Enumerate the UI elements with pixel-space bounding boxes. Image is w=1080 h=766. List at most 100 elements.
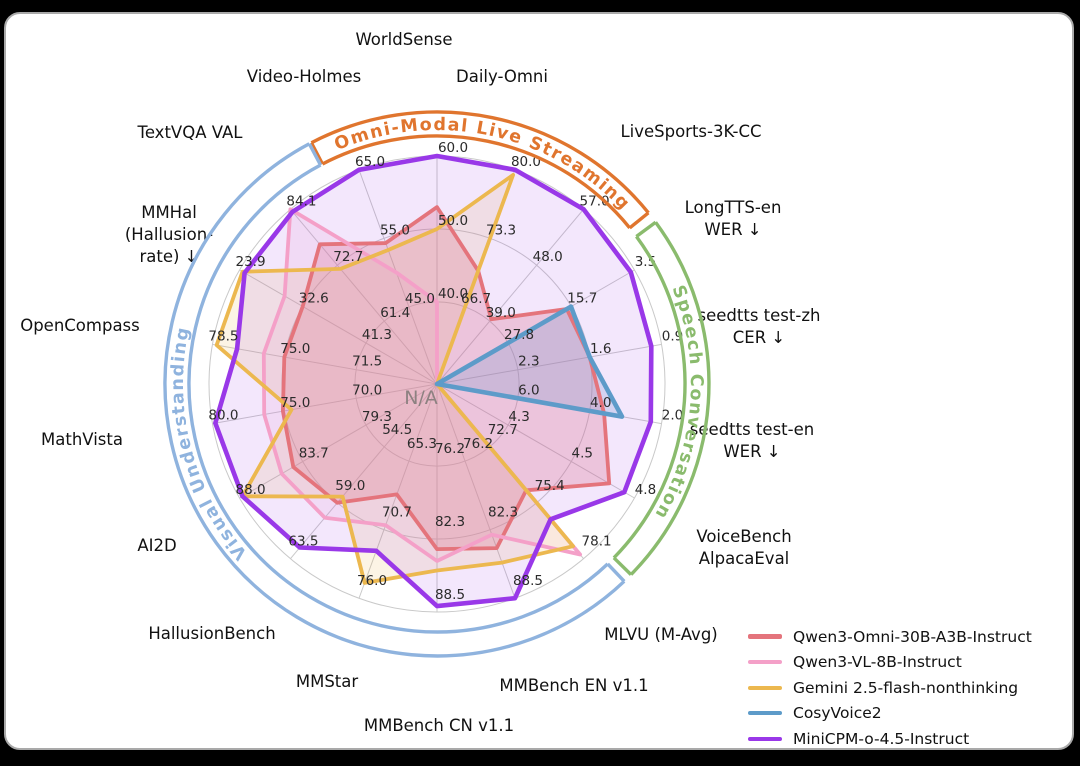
axis-label-seedtts test-zh CER ↓: seedtts test-zh CER ↓	[698, 306, 821, 347]
axis-label-VoiceBench AlpacaEval: VoiceBench AlpacaEval	[696, 527, 791, 568]
legend-item: Qwen3-Omni-30B-A3B-Instruct	[748, 626, 1032, 647]
tick-label: 63.5	[288, 534, 318, 550]
axis-label-MMBench EN v1.1: MMBench EN v1.1	[499, 676, 648, 695]
sector-arc-Visual Understanding	[163, 142, 626, 658]
axis-label-MLVU (M-Avg): MLVU (M-Avg)	[604, 625, 718, 644]
axis-spoke	[212, 383, 438, 425]
axis-label-Daily-Omni: Daily-Omni	[456, 67, 548, 86]
tick-label: 76.2	[463, 436, 493, 452]
tick-label: 59.0	[335, 478, 365, 494]
tick-label: 71.5	[352, 354, 382, 370]
tick-label: 84.1	[286, 193, 316, 209]
tick-label: 83.7	[299, 446, 329, 462]
tick-label: 75.0	[280, 341, 310, 357]
axis-spoke	[436, 343, 662, 385]
axis-label-HallusionBench: HallusionBench	[148, 624, 275, 643]
axis-label-MathVista: MathVista	[41, 430, 123, 449]
legend-label: Qwen3-Omni-30B-A3B-Instruct	[793, 627, 1032, 646]
tick-label: 82.3	[435, 514, 465, 530]
sector-arc-cap	[635, 220, 657, 238]
legend-swatch	[748, 634, 782, 639]
tick-label: 76.2	[435, 441, 465, 457]
sector-arc-cap	[628, 211, 650, 230]
tick-label: 88.0	[236, 482, 266, 498]
tick-label: 88.5	[435, 587, 465, 603]
sector-arc-cap	[307, 143, 323, 166]
axis-spoke	[239, 269, 438, 385]
sector-arc-Speech Conversation	[629, 221, 711, 576]
series-line-CosyVoice2	[434, 304, 625, 419]
tick-label: 80.0	[511, 154, 541, 170]
axis-spoke	[436, 209, 584, 385]
tick-label: 75.0	[280, 395, 310, 411]
legend-swatch	[748, 660, 782, 665]
tick-label: 61.4	[380, 305, 410, 321]
sector-arc-cap	[606, 562, 626, 583]
tick-label: 27.8	[504, 327, 534, 343]
tick-label: 66.7	[461, 291, 491, 307]
axis-label-OpenCompass: OpenCompass	[20, 316, 140, 335]
axis-spoke	[290, 209, 438, 385]
tick-label: 50.0	[438, 213, 468, 229]
tick-label: 4.3	[508, 409, 529, 425]
tick-label: 65.0	[355, 154, 385, 170]
tick-label: 78.1	[582, 534, 612, 550]
series-fill-CosyVoice2	[437, 306, 622, 417]
axis-label-MMStar: MMStar	[296, 672, 359, 691]
axis-label-AI2D: AI2D	[137, 536, 176, 555]
sector-arc-Omni-Modal Live Streaming	[310, 110, 650, 214]
axis-spoke	[436, 383, 635, 499]
axis-label-TextVQA VAL: TextVQA VAL	[137, 123, 244, 142]
tick-label: 4.0	[590, 395, 611, 411]
tick-label: 78.5	[208, 328, 238, 344]
series-fill-Qwen3-VL-8B-Instruct	[263, 209, 581, 562]
axis-spoke	[358, 383, 438, 599]
tick-label: 75.4	[535, 478, 565, 494]
tick-label: 70.7	[382, 505, 412, 521]
tick-label: 88.5	[513, 573, 543, 589]
legend-label: Qwen3-VL-8B-Instruct	[793, 653, 962, 672]
tick-label: 39.0	[486, 305, 516, 321]
tick-label: 4.5	[572, 446, 593, 462]
tick-label: 48.0	[533, 249, 563, 265]
tick-label: 40.0	[438, 286, 468, 302]
tick-label: 2.0	[662, 408, 683, 424]
tick-label: 32.6	[299, 290, 329, 306]
tick-label: 60.0	[438, 140, 468, 156]
legend-swatch	[748, 711, 782, 716]
tick-label: 54.5	[382, 422, 412, 438]
tick-label: 79.3	[362, 409, 392, 425]
tick-label: 76.0	[357, 573, 387, 589]
axis-label-WorldSense: WorldSense	[355, 30, 452, 49]
legend-item: CosyVoice2	[748, 703, 1032, 724]
legend-label: Gemini 2.5-flash-nonthinking	[793, 678, 1019, 697]
center-na-label: N/A	[404, 387, 438, 409]
tick-label: 72.7	[333, 249, 363, 265]
tick-label: 55.0	[380, 222, 410, 238]
tick-label: 6.0	[518, 382, 539, 398]
tick-label: 70.0	[352, 382, 382, 398]
axis-label-MMBench CN v1.1: MMBench CN v1.1	[364, 716, 514, 735]
tick-label: 82.3	[488, 505, 518, 521]
sector-arc-Visual Understanding	[187, 163, 609, 634]
legend-label: CosyVoice2	[793, 704, 882, 723]
tick-label: 2.3	[518, 354, 539, 370]
series-fill-Gemini 2.5-flash-nonthinking	[216, 174, 574, 583]
legend-item: Gemini 2.5-flash-nonthinking	[748, 677, 1032, 698]
tick-label: 45.0	[405, 291, 435, 307]
axis-spoke	[290, 383, 438, 559]
tick-label: 41.3	[362, 327, 392, 343]
tick-label: 73.3	[486, 222, 516, 238]
axis-spoke	[212, 343, 438, 385]
series-line-Gemini 2.5-flash-nonthinking	[214, 173, 575, 585]
legend: Qwen3-Omni-30B-A3B-Instruct Qwen3-VL-8B-I…	[748, 626, 1032, 749]
tick-label: 15.7	[567, 290, 597, 306]
axis-label-MMHal (Hallusion-rate) ↓: MMHal (Hallusion-rate) ↓	[125, 203, 213, 266]
series-line-MiniCPM-o-4.5-Instruct	[213, 153, 654, 609]
sector-arc-Speech Conversation	[612, 235, 687, 559]
tick-label: 72.7	[488, 422, 518, 438]
sector-arc-Omni-Modal Live Streaming	[321, 134, 632, 229]
legend-swatch	[748, 736, 782, 741]
axis-label-LiveSports-3K-CC: LiveSports-3K-CC	[620, 122, 761, 141]
